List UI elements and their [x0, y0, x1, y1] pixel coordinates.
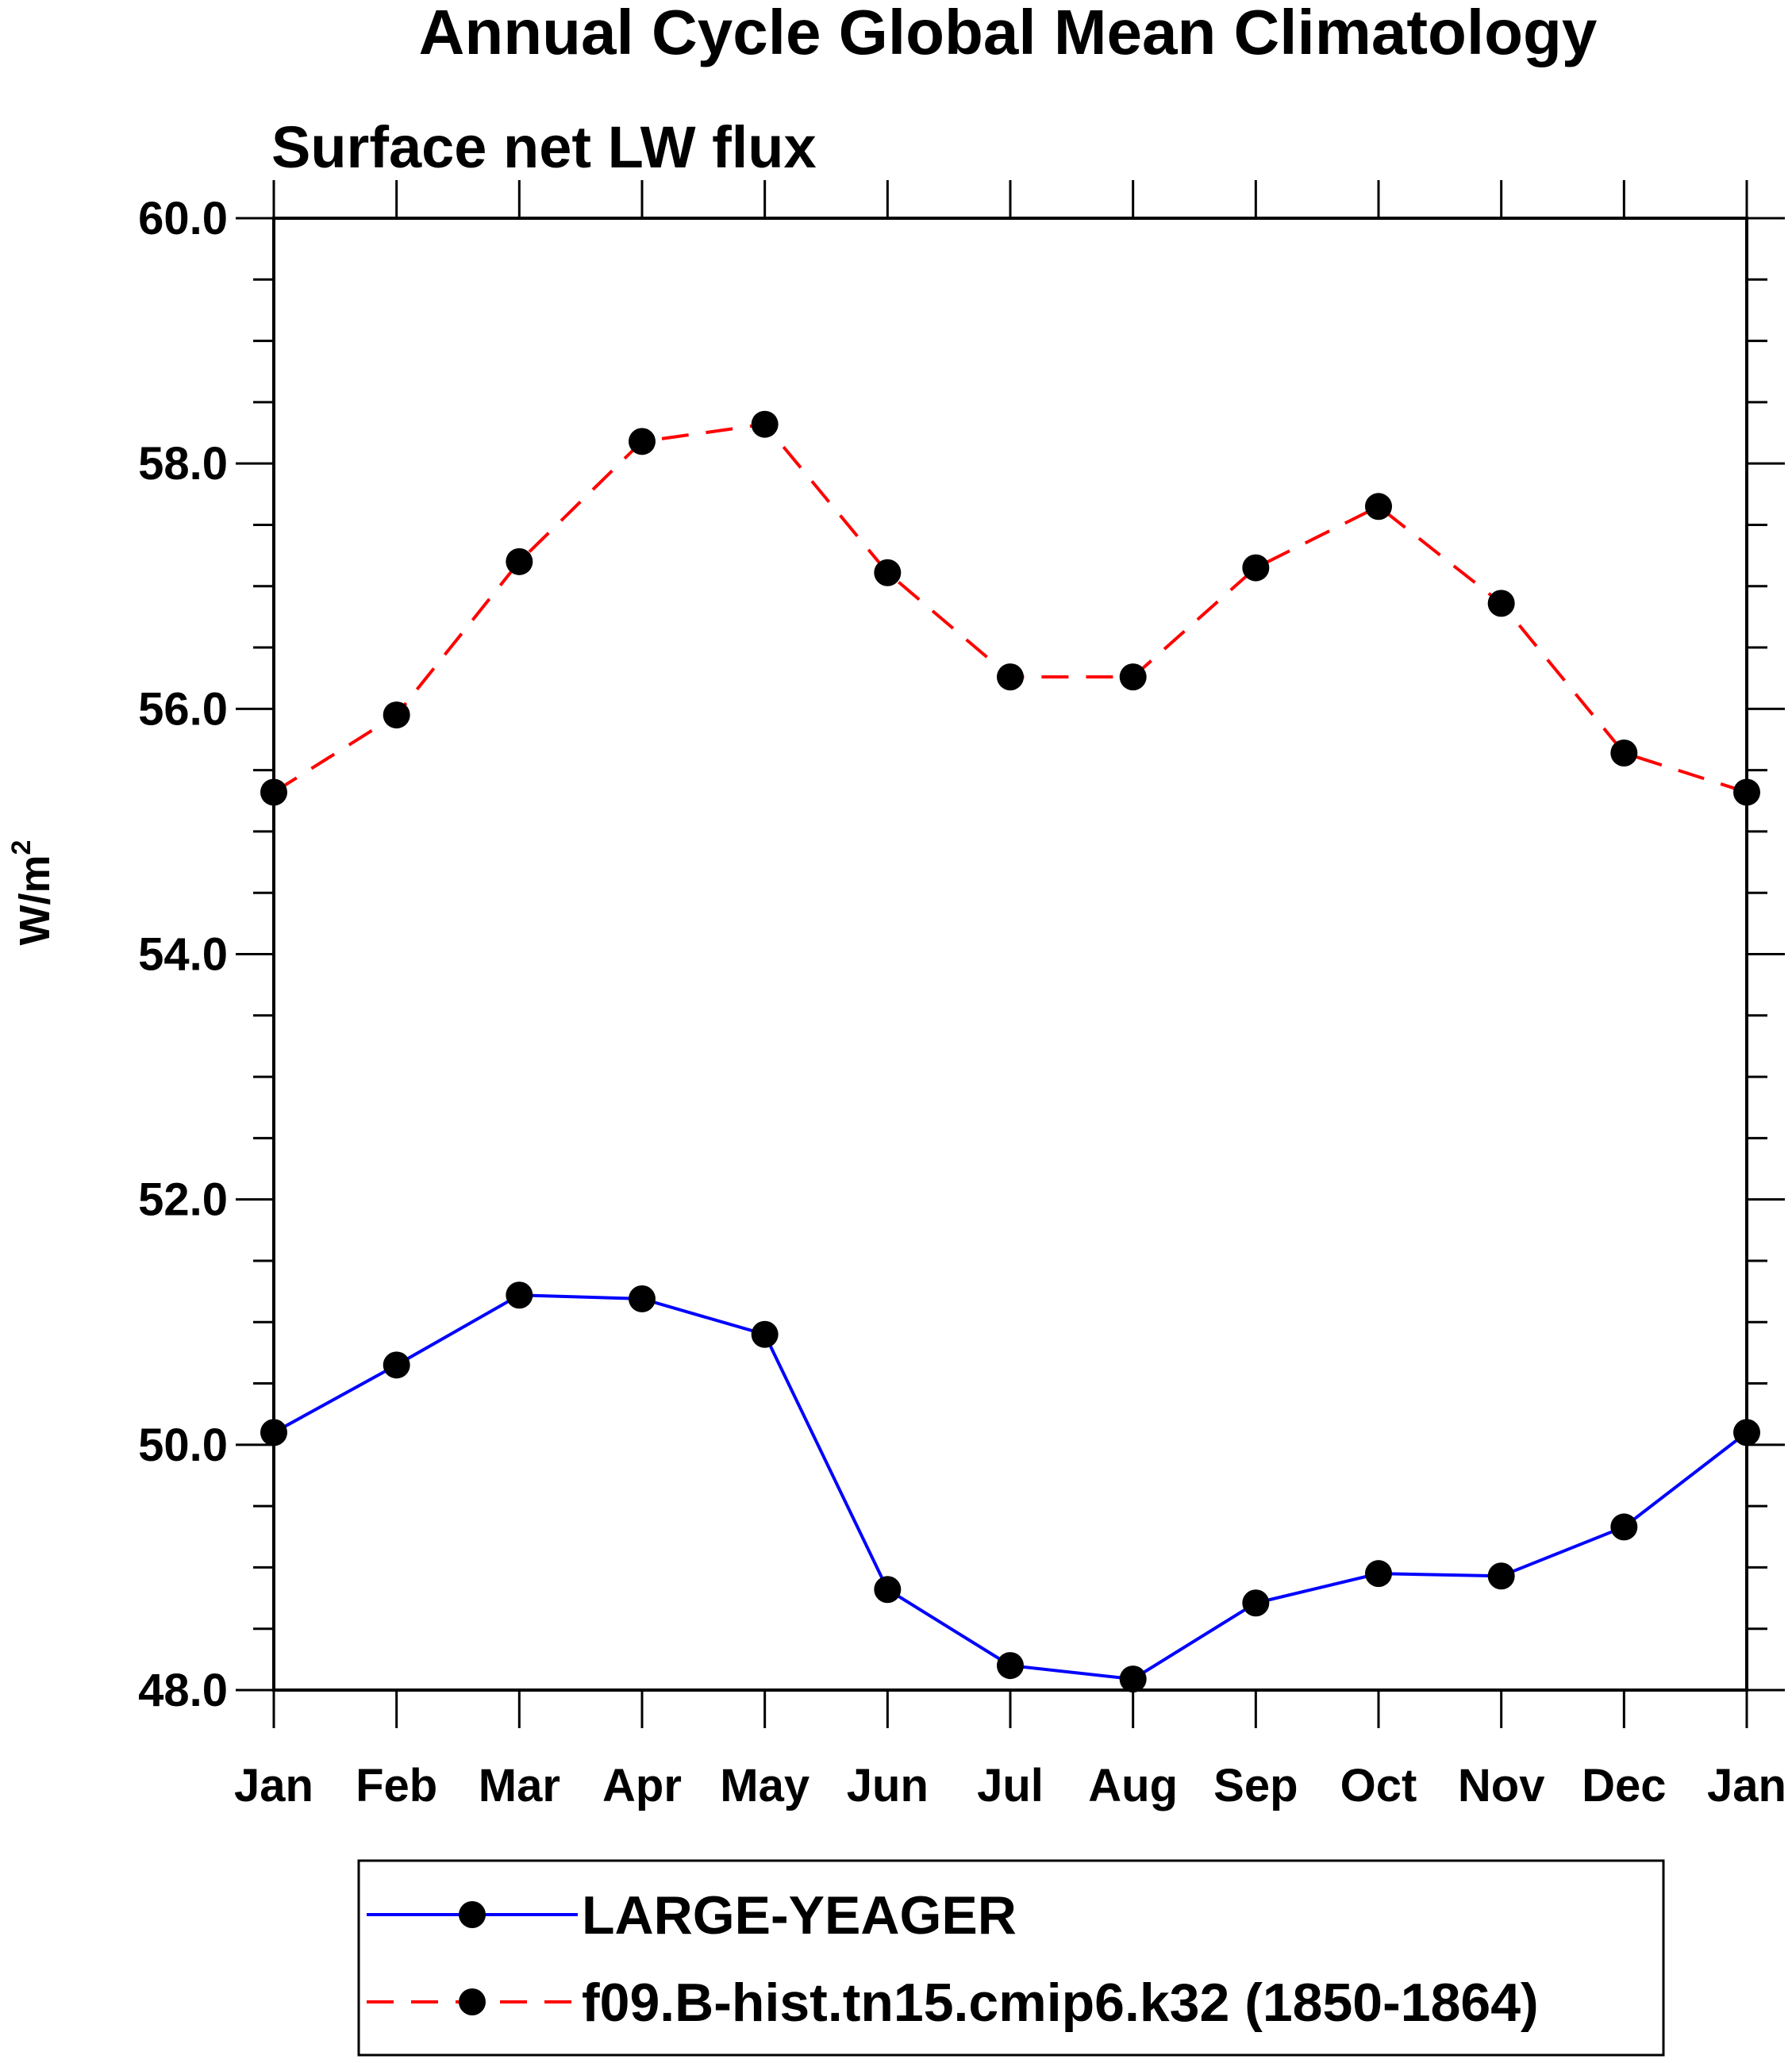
data-point-f09-b-hist — [751, 410, 779, 438]
data-point-large-yeager — [1610, 1513, 1638, 1541]
x-tick-label-feb: Feb — [356, 1760, 437, 1811]
series-line-f09-b-hist — [272, 422, 1748, 794]
series-lines — [272, 422, 1748, 1681]
data-point-large-yeager — [1242, 1589, 1270, 1617]
data-point-large-yeager — [260, 1419, 287, 1446]
y-tick-label: 50.0 — [138, 1420, 228, 1471]
data-point-large-yeager — [1119, 1665, 1147, 1693]
y-tick-labels: 48.0 50.0 52.0 54.0 56.0 58.0 60.0 — [138, 193, 228, 1716]
y-tick-label: 48.0 — [138, 1665, 228, 1716]
x-tick-label-apr: Apr — [602, 1760, 682, 1811]
data-point-f09-b-hist — [1119, 663, 1147, 691]
data-point-large-yeager — [629, 1285, 656, 1312]
legend-label-f09-b-hist: f09.B-hist.tn15.cmip6.k32 (1850-1864) — [582, 1973, 1539, 2033]
chart-subtitle: Surface net LW flux — [271, 114, 817, 180]
x-tick-label-jan: Jan — [234, 1760, 313, 1811]
data-point-large-yeager — [383, 1351, 410, 1379]
data-point-large-yeager — [1365, 1560, 1392, 1588]
data-point-f09-b-hist — [629, 428, 656, 455]
data-point-large-yeager — [997, 1652, 1024, 1680]
legend-marker-f09-b-hist — [459, 1988, 486, 2015]
legend-box — [357, 1859, 1665, 2057]
x-tick-label-may: May — [720, 1760, 809, 1811]
x-tick-label-mar: Mar — [479, 1760, 560, 1811]
data-point-large-yeager — [1487, 1562, 1515, 1590]
data-point-f09-b-hist — [260, 778, 287, 806]
data-point-f09-b-hist — [1610, 739, 1638, 766]
y-tick-label: 52.0 — [138, 1174, 228, 1226]
x-tick-label-jun: Jun — [847, 1760, 929, 1811]
data-point-large-yeager — [506, 1281, 533, 1309]
data-point-f09-b-hist — [874, 559, 902, 586]
x-tick-labels: Jan Feb Mar Apr May Jun Jul Aug Sep Oct Nov Dec Jan — [234, 1760, 1786, 1811]
axis-ticks — [236, 180, 1785, 1728]
x-tick-label-nov: Nov — [1458, 1760, 1545, 1811]
legend-label-large-yeager: LARGE-YEAGER — [582, 1885, 1017, 1946]
chart-title: Annual Cycle Global Mean Climatology — [419, 0, 1598, 67]
data-point-large-yeager — [874, 1576, 902, 1604]
y-axis-label: W/m2 — [6, 840, 59, 946]
y-axis-label-superscript: 2 — [6, 840, 37, 855]
x-tick-label-aug: Aug — [1088, 1760, 1178, 1811]
data-point-f09-b-hist — [506, 547, 533, 575]
x-tick-label-oct: Oct — [1340, 1760, 1417, 1811]
y-axis-label-base: W/m — [11, 855, 59, 945]
data-point-f09-b-hist — [1733, 778, 1760, 806]
y-tick-label: 60.0 — [138, 193, 228, 244]
svg-text:W/m2: W/m2 — [6, 840, 59, 946]
x-tick-label-sep: Sep — [1213, 1760, 1298, 1811]
data-point-f09-b-hist — [383, 701, 410, 729]
series-markers — [260, 410, 1760, 1693]
x-tick-label-jul: Jul — [977, 1760, 1044, 1811]
x-tick-label-jan: Jan — [1707, 1760, 1786, 1811]
legend: LARGE-YEAGER f09.B-hist.tn15.cmip6.k32 (… — [357, 1859, 1665, 2057]
plot-frame — [272, 217, 1748, 1692]
y-tick-label: 56.0 — [138, 683, 228, 735]
data-point-large-yeager — [751, 1320, 779, 1348]
x-tick-label-dec: Dec — [1582, 1760, 1666, 1811]
data-point-f09-b-hist — [1365, 493, 1392, 521]
series-line-large-yeager — [273, 1293, 1748, 1681]
data-point-f09-b-hist — [1242, 554, 1270, 582]
data-point-f09-b-hist — [997, 663, 1024, 691]
y-tick-label: 58.0 — [138, 438, 228, 490]
legend-marker-large-yeager — [459, 1901, 486, 1928]
data-point-large-yeager — [1733, 1419, 1760, 1446]
y-tick-label: 54.0 — [138, 929, 228, 981]
data-point-f09-b-hist — [1487, 590, 1515, 617]
